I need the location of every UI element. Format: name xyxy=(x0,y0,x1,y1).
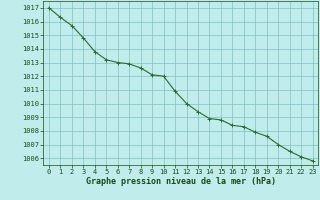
X-axis label: Graphe pression niveau de la mer (hPa): Graphe pression niveau de la mer (hPa) xyxy=(86,177,276,186)
